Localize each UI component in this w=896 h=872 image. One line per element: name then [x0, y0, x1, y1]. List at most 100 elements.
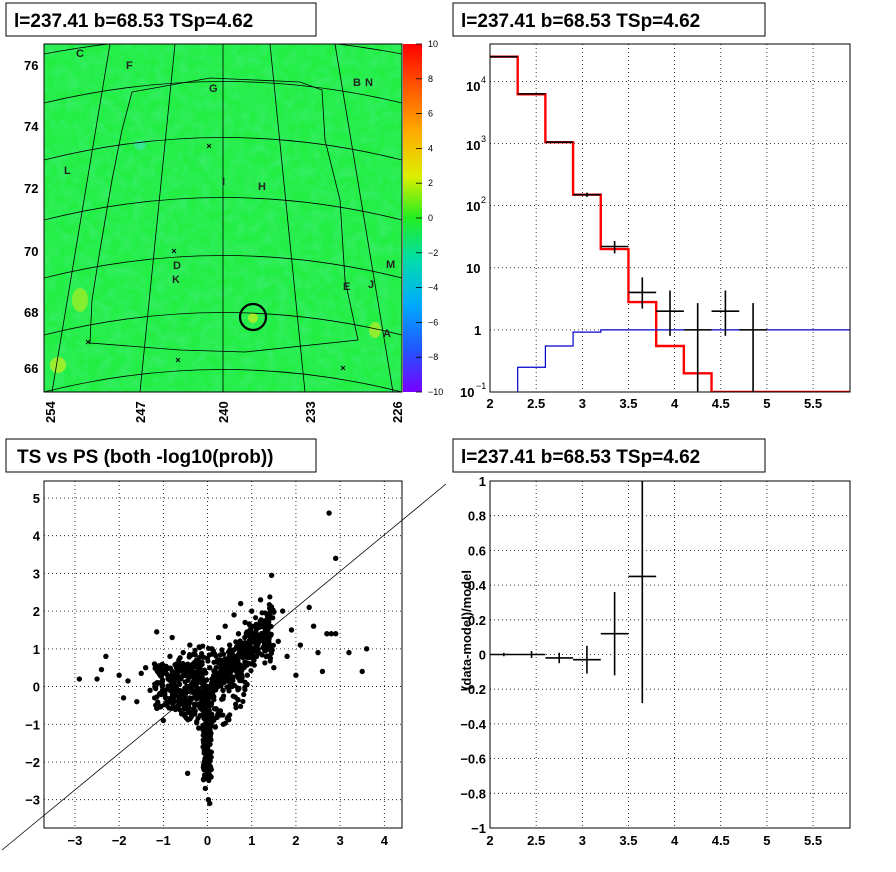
scatter-point — [241, 651, 247, 657]
map-xtick-226: 226 — [390, 401, 405, 423]
scatter-x-tick: 3 — [337, 833, 344, 848]
scatter-point — [188, 713, 195, 720]
spectrum-frame — [489, 43, 851, 393]
spectrum-x-tick: 5.5 — [804, 396, 822, 411]
residual-point-errorbar — [573, 645, 601, 674]
scatter-point — [231, 682, 237, 689]
scatter-point — [175, 666, 182, 672]
residual-y-tick: −0.6 — [460, 752, 486, 767]
residual-title-box: l=237.41 b=68.53 TSp=4.62 — [452, 438, 766, 473]
scatter-point — [158, 690, 164, 696]
scatter-point — [193, 696, 200, 702]
residual-point-errorbar — [490, 652, 518, 657]
scatter-point — [174, 705, 180, 711]
scatter-point — [180, 649, 186, 656]
scatter-point — [288, 627, 295, 633]
scatter-y-tick: 3 — [33, 566, 40, 581]
scatter-point — [249, 652, 255, 658]
scatter-point — [193, 664, 199, 670]
scatter-point — [227, 675, 234, 681]
scatter-point — [259, 610, 265, 616]
scatter-point — [233, 657, 239, 663]
map-ytick-66: 66 — [24, 361, 38, 376]
scatter-point — [188, 671, 195, 677]
scatter-point — [271, 665, 277, 671]
scatter-point — [191, 651, 197, 657]
map-panel: l=237.41 b=68.53 TSp=4.62 — [5, 2, 443, 423]
scatter-point — [251, 631, 257, 638]
scatter-point — [363, 646, 370, 652]
residual-panel: l=237.41 b=68.53 TSp=4.62 (data-model)/m… — [452, 438, 851, 848]
scatter-point — [76, 676, 83, 682]
scatter-title-box: TS vs PS (both -log10(prob)) — [5, 438, 317, 473]
data-point-errorbar — [711, 290, 740, 336]
map-title-box: l=237.41 b=68.53 TSp=4.62 — [5, 2, 317, 37]
scatter-point — [226, 654, 232, 660]
spectrum-grid — [489, 44, 850, 393]
data-point-errorbar — [517, 93, 546, 95]
spectrum-x-ticks: 2 2.5 3 3.5 4 4.5 5 5.5 — [486, 396, 822, 411]
residual-plot — [490, 481, 657, 704]
map-x-ticks: 254 247 240 233 226 — [43, 401, 405, 423]
scatter-point — [169, 681, 175, 687]
target-position-circle — [238, 302, 268, 332]
scatter-point — [238, 703, 244, 710]
scatter-point — [201, 682, 207, 688]
spec-ytick-exp-3: 2 — [481, 195, 486, 205]
scatter-point — [195, 725, 202, 731]
scatter-y-tick: −3 — [25, 793, 40, 808]
spectrum-y-ticks: 10 −1 1 10 10 2 10 3 10 4 — [460, 75, 486, 400]
scatter-point — [203, 670, 209, 676]
scatter-point — [346, 649, 352, 656]
residual-y-label: (data-model)/model — [459, 570, 474, 690]
scatter-point — [169, 677, 176, 683]
map-xtick-247: 247 — [133, 401, 148, 423]
scatter-point — [222, 623, 228, 629]
colorbar-tick-label: 0 — [428, 213, 433, 223]
data-point-errorbar — [573, 192, 601, 197]
spectrum-title: l=237.41 b=68.53 TSp=4.62 — [461, 11, 700, 32]
map-label-e: E — [343, 281, 350, 293]
scatter-point — [249, 608, 255, 614]
scatter-panel: TS vs PS (both -log10(prob)) −3 −2 −1 0 1 2 3 4… — [1, 438, 447, 851]
map-label-b: B — [353, 77, 361, 89]
scatter-point — [179, 688, 185, 694]
spectrum-title-box: l=237.41 b=68.53 TSp=4.62 — [452, 2, 766, 37]
scatter-point — [207, 665, 213, 671]
data-point-errorbar — [683, 303, 712, 392]
scatter-point — [160, 670, 166, 677]
spectrum-x-tick: 4 — [671, 396, 679, 411]
scatter-point — [227, 712, 233, 718]
map-label-n: N — [365, 77, 373, 89]
map-coordinate-grid — [44, 44, 402, 392]
scatter-point — [225, 684, 231, 691]
residual-point-errorbar — [517, 651, 546, 658]
scatter-point — [264, 613, 271, 620]
map-ytick-72: 72 — [24, 181, 38, 196]
scatter-point — [251, 637, 257, 643]
model-total-step — [490, 55, 850, 392]
scatter-point — [187, 642, 193, 648]
scatter-point — [201, 737, 207, 743]
scatter-point — [154, 629, 160, 635]
scatter-point — [242, 679, 248, 685]
scatter-point — [205, 771, 211, 777]
colorbar-tick-label: 4 — [428, 143, 433, 153]
scatter-point — [262, 660, 268, 666]
residual-y-tick: 0.4 — [468, 578, 487, 593]
scatter-point — [201, 748, 207, 754]
scatter-point — [180, 701, 187, 707]
scatter-point — [116, 672, 122, 678]
scatter-point — [158, 663, 164, 669]
scatter-point — [185, 677, 191, 683]
residual-point-errorbar — [600, 592, 629, 676]
spectrum-x-tick: 5 — [763, 396, 770, 411]
scatter-point — [224, 660, 231, 666]
colorbar-tick-label: 6 — [428, 109, 433, 119]
scatter-point — [201, 715, 207, 721]
spec-ytick-exp-0: −1 — [476, 381, 486, 391]
residual-title: l=237.41 b=68.53 TSp=4.62 — [461, 447, 700, 468]
scatter-point — [222, 720, 228, 726]
scatter-point — [213, 681, 220, 687]
residual-y-tick: −0.4 — [460, 717, 486, 732]
